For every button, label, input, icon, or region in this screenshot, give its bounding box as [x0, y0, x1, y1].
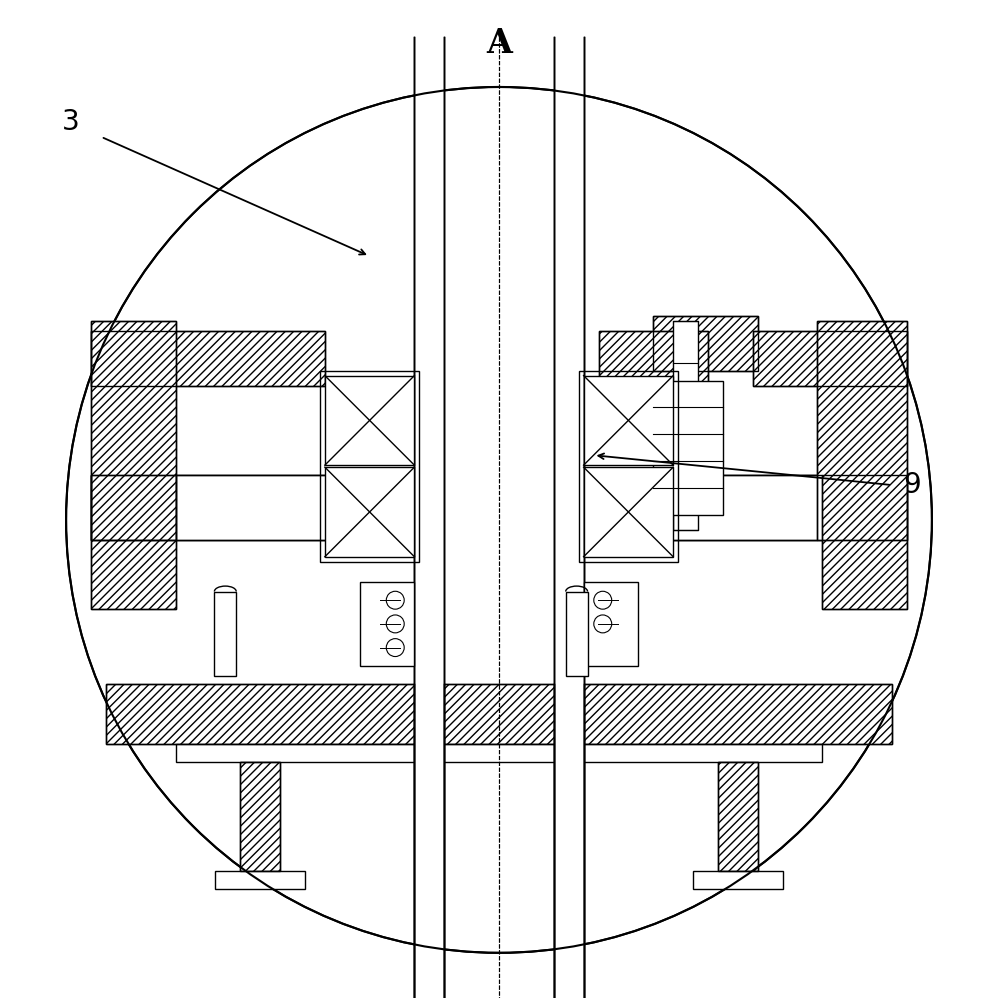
- Bar: [176, 475, 414, 540]
- Bar: [584, 467, 674, 557]
- Bar: [91, 331, 324, 386]
- Text: 3: 3: [62, 108, 80, 136]
- Bar: [554, 684, 584, 1000]
- Bar: [106, 684, 892, 744]
- Bar: [822, 475, 907, 609]
- Bar: [241, 762, 280, 871]
- Bar: [584, 376, 674, 465]
- Bar: [91, 475, 176, 609]
- Bar: [584, 475, 822, 540]
- Bar: [216, 871, 305, 889]
- Bar: [584, 475, 817, 540]
- Bar: [584, 475, 817, 540]
- Bar: [106, 684, 892, 744]
- Bar: [599, 331, 708, 386]
- Bar: [414, 684, 444, 1000]
- Bar: [91, 475, 414, 540]
- Bar: [654, 381, 723, 515]
- Bar: [566, 592, 588, 676]
- Bar: [320, 371, 419, 562]
- Bar: [718, 762, 757, 871]
- Bar: [654, 316, 757, 371]
- Bar: [693, 871, 782, 889]
- Bar: [817, 321, 907, 540]
- Bar: [91, 331, 324, 386]
- Bar: [822, 475, 907, 609]
- Bar: [752, 331, 907, 386]
- Bar: [654, 316, 757, 371]
- Bar: [584, 475, 822, 540]
- Bar: [599, 331, 708, 386]
- Bar: [817, 321, 907, 540]
- Bar: [414, 241, 444, 689]
- Bar: [579, 371, 678, 562]
- Circle shape: [66, 87, 932, 953]
- Bar: [215, 592, 237, 676]
- Bar: [584, 582, 639, 666]
- Bar: [91, 475, 414, 540]
- Bar: [554, 241, 584, 689]
- Bar: [554, 37, 584, 1000]
- Bar: [324, 376, 414, 465]
- Bar: [718, 762, 757, 871]
- Bar: [176, 744, 822, 762]
- Text: A: A: [486, 27, 512, 60]
- Bar: [359, 582, 414, 666]
- Text: 9: 9: [903, 471, 921, 499]
- Bar: [414, 37, 444, 1000]
- Bar: [752, 331, 907, 386]
- Bar: [674, 321, 698, 530]
- Bar: [324, 467, 414, 557]
- Bar: [241, 762, 280, 871]
- Bar: [91, 321, 176, 540]
- Bar: [91, 475, 176, 609]
- Bar: [91, 321, 176, 540]
- Bar: [176, 475, 414, 540]
